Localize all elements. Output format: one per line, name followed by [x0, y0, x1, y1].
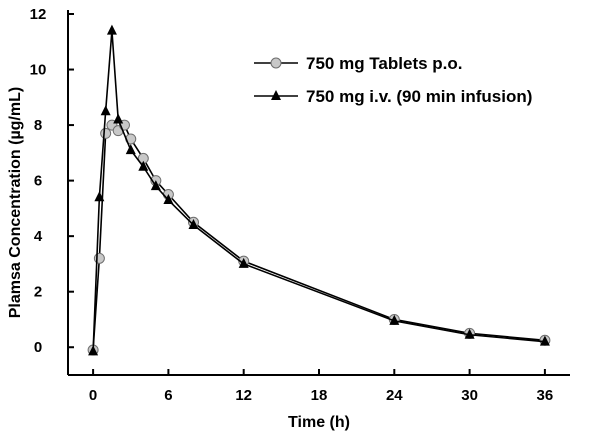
x-ticks: 0 6 12 18 24 30 36 — [89, 369, 553, 404]
x-tick-label: 30 — [461, 387, 478, 404]
iv-data-point — [138, 160, 149, 171]
iv-data-point — [113, 113, 124, 124]
iv-data-point — [94, 191, 105, 202]
x-tick-label: 18 — [311, 387, 328, 404]
y-tick-label: 2 — [34, 284, 42, 301]
y-tick-label: 8 — [34, 117, 42, 134]
series-layer — [87, 24, 551, 356]
tablets-line — [92, 123, 545, 351]
iv-data-point — [238, 257, 249, 268]
x-tick-label: 36 — [537, 387, 554, 404]
x-tick-label: 24 — [386, 387, 403, 404]
legend-item: 750 mg Tablets p.o. — [254, 54, 463, 73]
iv-data-point — [188, 219, 199, 230]
x-tick-label: 0 — [89, 387, 97, 404]
tablet-data-point — [270, 57, 282, 69]
iv-line — [92, 30, 545, 352]
y-tick-label: 0 — [34, 339, 42, 356]
y-tick-label: 6 — [34, 173, 42, 190]
legend-label: 750 mg Tablets p.o. — [306, 54, 463, 73]
legend-label: 750 mg i.v. (90 min infusion) — [306, 87, 532, 106]
iv-data-point — [271, 90, 281, 100]
x-tick-label: 12 — [235, 387, 252, 404]
y-ticks: 0 2 4 6 8 10 12 — [30, 6, 74, 356]
y-tick-label: 12 — [30, 6, 47, 23]
iv-data-point — [389, 314, 400, 325]
iv-data-point — [163, 194, 174, 205]
iv-data-point — [88, 345, 99, 356]
y-tick-label: 4 — [34, 228, 43, 245]
iv-data-point — [539, 335, 550, 346]
y-axis-title: Plamsa Concentration (µg/mL) — [7, 87, 24, 318]
legend-item: 750 mg i.v. (90 min infusion) — [254, 87, 532, 106]
tablet-data-point — [93, 252, 105, 264]
series-tablets-po — [87, 119, 551, 356]
y-tick-label: 10 — [30, 62, 47, 79]
iv-data-point — [106, 24, 117, 35]
tablet-data-point — [100, 127, 112, 139]
x-axis-title: Time (h) — [288, 414, 350, 431]
legend: 750 mg Tablets p.o. 750 mg i.v. (90 min i… — [254, 54, 532, 106]
series-iv-infusion — [88, 24, 550, 356]
iv-data-point — [150, 180, 161, 191]
iv-data-point — [464, 328, 475, 339]
iv-data-point — [100, 105, 111, 116]
iv-data-point — [125, 144, 136, 155]
x-tick-label: 6 — [164, 387, 172, 404]
